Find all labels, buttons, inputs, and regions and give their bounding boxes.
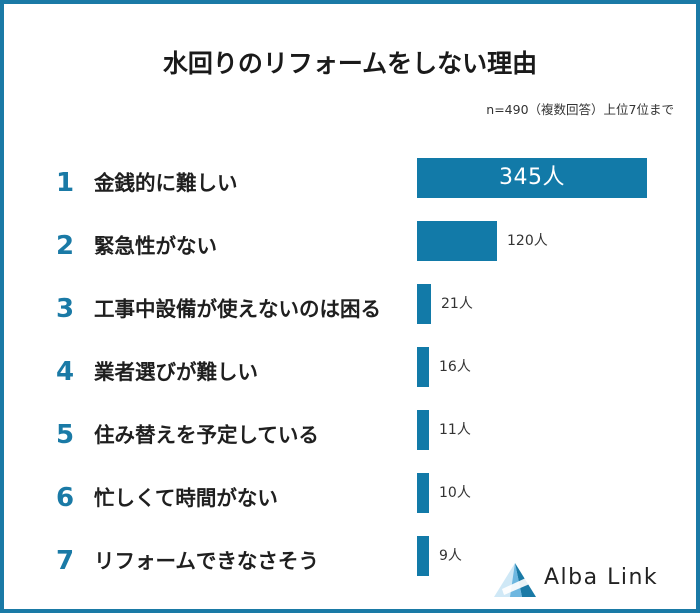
value-label: 10人 (439, 485, 471, 501)
alba-link-triangle-icon (494, 563, 536, 597)
bar-row-3: 3 工事中設備が使えないのは困る 21人 (4, 280, 696, 338)
rank-number: 5 (56, 420, 75, 450)
category-label: 緊急性がない (94, 234, 217, 258)
chart-title: 水回りのリフォームをしない理由 (162, 49, 538, 78)
category-label: 忙しくて時間がない (94, 486, 278, 510)
bar-row-4: 4 業者選びが難しい 16人 (4, 343, 696, 401)
bar (417, 473, 429, 513)
rank-number: 1 (56, 168, 75, 198)
category-label: 住み替えを予定している (94, 423, 319, 447)
value-label: 21人 (441, 296, 473, 312)
bar-row-1: 1 金銭的に難しい 345人 (4, 154, 696, 212)
category-label: 工事中設備が使えないのは困る (94, 297, 381, 321)
category-label: 業者選びが難しい (94, 360, 258, 384)
bar (417, 347, 429, 387)
rank-number: 7 (56, 546, 75, 576)
bar (417, 410, 429, 450)
value-label: 16人 (439, 359, 471, 375)
value-label: 11人 (439, 422, 471, 438)
sample-note: n=490（複数回答）上位7位まで (486, 102, 674, 117)
rank-number: 2 (56, 231, 75, 261)
bar (417, 284, 431, 324)
bar-row-7: 7 リフォームできなさそう 9人 (4, 532, 696, 590)
alba-link-logo: Alba Link (492, 559, 682, 599)
bar-rows: 1 金銭的に難しい 345人 2 緊急性がない 120人 3 工事中設備が使えないのは困る 21… (4, 4, 696, 609)
rank-number: 3 (56, 294, 75, 324)
bar-row-5: 5 住み替えを予定している 11人 (4, 406, 696, 464)
rank-number: 6 (56, 483, 75, 513)
logo-text: Alba Link (544, 565, 659, 590)
bar (417, 221, 497, 261)
category-label: リフォームできなさそう (94, 549, 319, 573)
bar (417, 536, 429, 576)
rank-number: 4 (56, 357, 75, 387)
value-label: 9人 (439, 548, 462, 564)
value-label: 120人 (507, 233, 548, 249)
bar-row-6: 6 忙しくて時間がない 10人 (4, 469, 696, 527)
category-label: 金銭的に難しい (94, 171, 238, 195)
bar-row-2: 2 緊急性がない 120人 (4, 217, 696, 275)
bar (417, 158, 647, 198)
value-label: 345人 (499, 165, 565, 190)
